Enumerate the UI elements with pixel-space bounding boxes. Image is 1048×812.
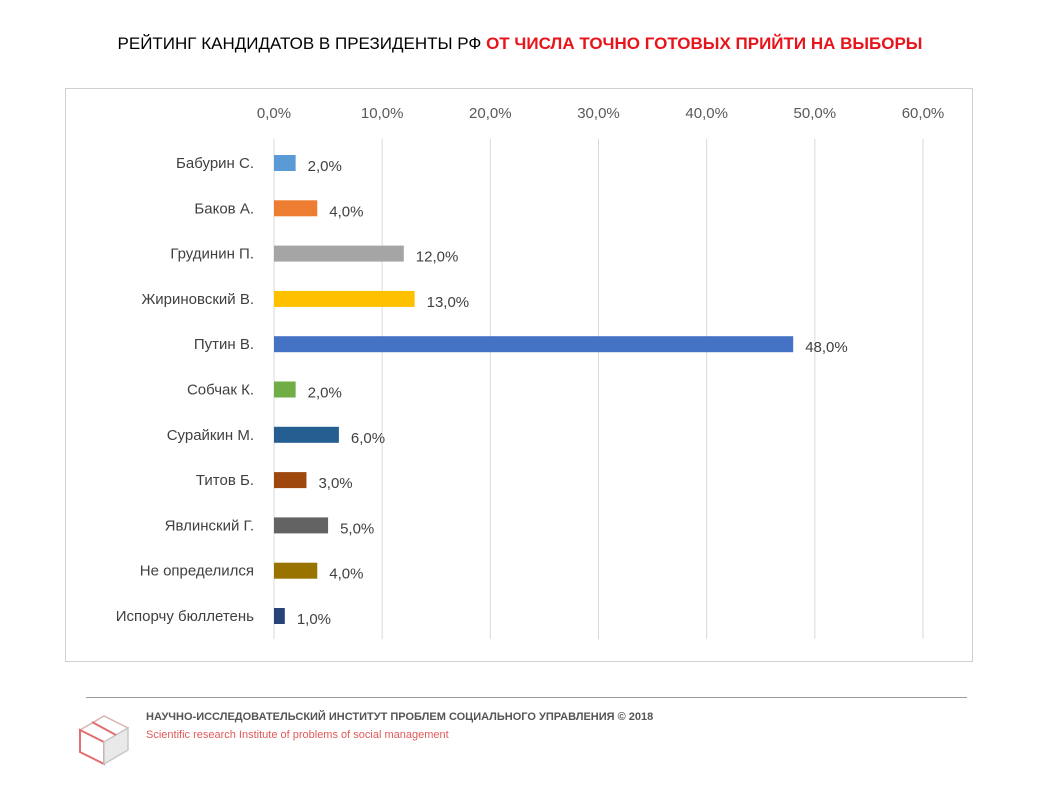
data-label: 5,0%: [340, 520, 374, 537]
bar: [274, 336, 794, 353]
bar-chart: 0,0% 10,0% 20,0% 30,0% 40,0% 50,0% 60,0% Бабур…: [116, 105, 944, 639]
bar: [274, 608, 285, 624]
bars: [274, 155, 794, 624]
category-label: Испорчу бюллетень: [116, 608, 254, 625]
x-tick-label: 20,0%: [469, 105, 512, 122]
category-label: Собчак К.: [187, 382, 254, 399]
data-label: 2,0%: [308, 385, 342, 402]
category-label: Грудинин П.: [170, 246, 254, 263]
axis-tick-labels: 0,0% 10,0% 20,0% 30,0% 40,0% 50,0% 60,0%: [257, 105, 944, 122]
category-label: Титов Б.: [196, 472, 254, 489]
bar: [274, 472, 307, 489]
data-label: 48,0%: [805, 339, 848, 356]
category-label: Жириновский В.: [141, 291, 254, 308]
data-label: 3,0%: [318, 475, 352, 492]
x-tick-label: 0,0%: [257, 105, 291, 122]
category-label: Не определился: [140, 563, 254, 580]
data-label: 2,0%: [308, 158, 342, 175]
bar: [274, 381, 296, 398]
category-label: Баков А.: [194, 200, 254, 217]
category-label: Бабурин С.: [176, 155, 254, 172]
footer-divider: [86, 697, 967, 698]
x-tick-label: 10,0%: [361, 105, 404, 122]
footer-org-name-en: Scientific research Institute of problem…: [146, 729, 449, 741]
x-tick-label: 50,0%: [794, 105, 837, 122]
cube-logo-icon: [78, 715, 130, 766]
bar: [274, 290, 415, 307]
bar: [274, 517, 329, 534]
category-label: Явлинский Г.: [165, 517, 254, 534]
chart-title-accent: ОТ ЧИСЛА ТОЧНО ГОТОВЫХ ПРИЙТИ НА ВЫБОРЫ: [486, 34, 923, 53]
data-label: 6,0%: [351, 430, 385, 447]
gridlines: [273, 139, 924, 639]
chart-title-prefix: РЕЙТИНГ КАНДИДАТОВ В ПРЕЗИДЕНТЫ РФ: [117, 34, 487, 53]
bar: [274, 155, 296, 171]
bar: [274, 562, 318, 579]
chart-area: 0,0% 10,0% 20,0% 30,0% 40,0% 50,0% 60,0% Бабур…: [65, 88, 973, 662]
data-label: 1,0%: [297, 611, 331, 628]
bar: [274, 426, 339, 443]
data-label: 4,0%: [329, 203, 363, 220]
category-label: Путин В.: [194, 336, 254, 353]
footer-org-name: НАУЧНО-ИССЛЕДОВАТЕЛЬСКИЙ ИНСТИТУТ ПРОБЛЕ…: [146, 711, 654, 723]
x-tick-label: 60,0%: [902, 105, 945, 122]
bar: [274, 245, 404, 262]
category-labels: Бабурин С. Баков А. Грудинин П. Жириновский…: [116, 155, 254, 625]
x-tick-label: 40,0%: [685, 105, 728, 122]
data-label: 4,0%: [329, 566, 363, 583]
x-tick-label: 30,0%: [577, 105, 620, 122]
data-label: 13,0%: [427, 294, 470, 311]
category-label: Сурайкин М.: [167, 427, 254, 444]
bar: [274, 200, 318, 217]
data-labels: 2,0% 4,0% 12,0% 13,0% 48,0% 2,0% 6,0% 3,0% 5,0% 4…: [297, 158, 848, 628]
data-label: 12,0%: [416, 249, 459, 266]
chart-title: РЕЙТИНГ КАНДИДАТОВ В ПРЕЗИДЕНТЫ РФ ОТ ЧИ…: [0, 34, 1040, 54]
